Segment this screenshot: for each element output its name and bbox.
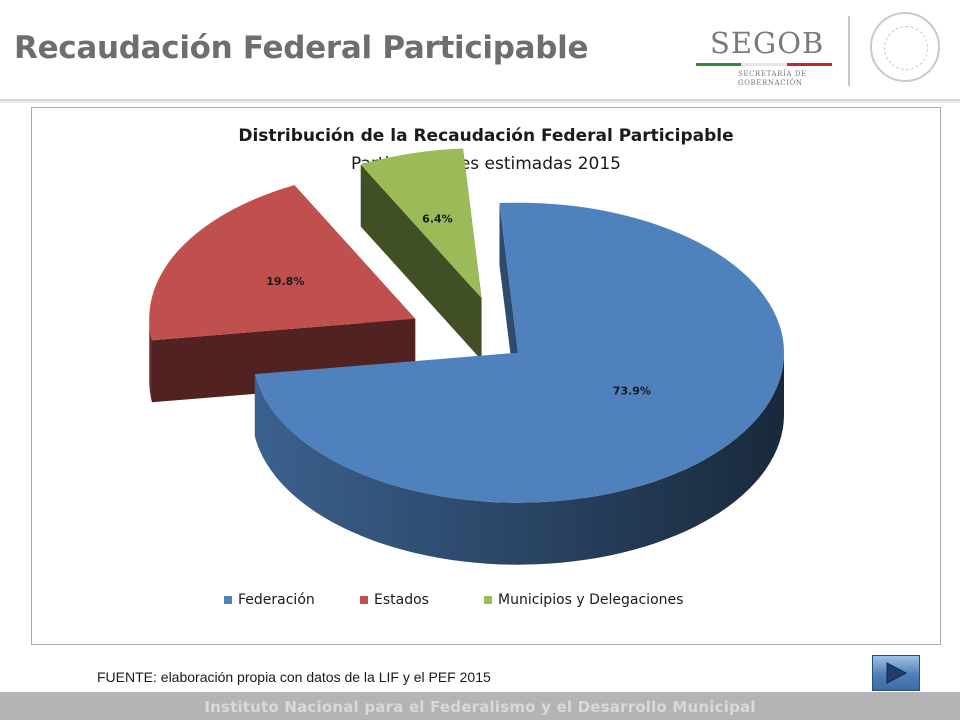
footer-text: Instituto Nacional para el Federalismo y… (204, 698, 756, 716)
logo-stripe (696, 63, 832, 66)
footer-bar: Instituto Nacional para el Federalismo y… (0, 692, 960, 720)
legend-swatch (484, 596, 492, 604)
slice-top (360, 148, 482, 299)
legend-swatch (360, 596, 368, 604)
slice-wall (149, 318, 152, 403)
slice-wall (254, 352, 785, 565)
legend-item: Municipios y Delegaciones (484, 592, 683, 608)
slice-top (254, 202, 785, 503)
seal-inner-ring (884, 26, 928, 70)
legend-label: Municipios y Delegaciones (498, 592, 683, 608)
slice-side (360, 164, 482, 361)
legend-label: Federación (238, 592, 315, 608)
chart-legend: Federación Estados Municipios y Delegacion… (224, 592, 683, 608)
slice-top (149, 185, 416, 341)
segob-logo: SEGOB SECRETARÍA DE GOBERNACIÓN (696, 16, 836, 90)
legend-label: Estados (374, 592, 429, 608)
logo-name: SEGOB (710, 26, 825, 60)
legend-item: Estados (360, 592, 429, 608)
slide-title: Recaudación Federal Participable (14, 30, 589, 66)
data-label: 6.4% (422, 213, 453, 226)
legend-item: Federación (224, 592, 315, 608)
pie-chart: Distribución de la Recaudación Federal P… (149, 126, 785, 608)
logo-subtitle-2: GOBERNACIÓN (738, 79, 803, 87)
play-right-icon (886, 662, 908, 684)
national-seal-icon (870, 12, 940, 82)
pie-slices: 73.9% 19.8% 6.4% (149, 148, 785, 565)
data-label: 73.9% (613, 384, 651, 397)
stripe-green (696, 63, 742, 66)
pie-slice (254, 202, 785, 565)
next-slide-button[interactable] (872, 655, 920, 691)
logo-subtitle-1: SECRETARÍA DE (738, 70, 807, 78)
chart-title: Distribución de la Recaudación Federal P… (238, 126, 733, 146)
chart-frame: Distribución de la Recaudación Federal P… (31, 107, 941, 645)
pie-slice (360, 148, 482, 361)
pie-slice (149, 185, 416, 403)
stripe-red (786, 63, 832, 66)
data-label: 19.8% (266, 275, 304, 288)
logo-divider (848, 16, 850, 86)
stripe-white (741, 63, 787, 66)
source-note: FUENTE: elaboración propia con datos de … (97, 669, 491, 685)
legend-swatch (224, 596, 232, 604)
header-rule (0, 99, 960, 103)
